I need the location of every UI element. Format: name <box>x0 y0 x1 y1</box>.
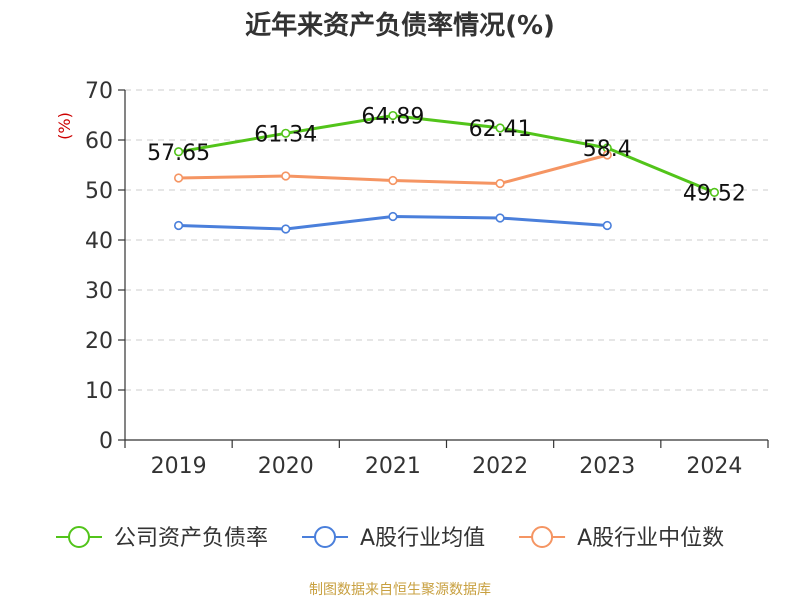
legend-marker <box>314 526 337 548</box>
legend-item[interactable]: A股行业均值 <box>302 526 485 551</box>
data-label: 64.89 <box>361 105 424 130</box>
data-label: 62.41 <box>469 117 532 142</box>
data-point[interactable] <box>495 178 505 189</box>
data-point[interactable] <box>281 224 291 234</box>
legend-label: A股行业均值 <box>360 526 485 551</box>
data-label: 57.65 <box>147 141 210 166</box>
data-point[interactable] <box>388 175 398 186</box>
data-label: 58.4 <box>583 137 632 162</box>
legend-marker <box>68 526 90 548</box>
legend-item[interactable]: 公司资产负债率 <box>56 526 268 551</box>
x-tick-label: 2022 <box>472 454 528 479</box>
legend-label: A股行业中位数 <box>577 526 724 551</box>
y-tick-label: 70 <box>85 79 113 104</box>
source-note: 制图数据来自恒生聚源数据库 <box>309 582 491 598</box>
grid-lines <box>125 89 768 391</box>
chart-title: 近年来资产负债率情况(%) <box>245 10 555 41</box>
data-point[interactable] <box>602 150 612 160</box>
y-tick-label: 50 <box>85 179 113 204</box>
data-labels: 57.65 61.34 64.89 62.41 58.4 49.52 <box>147 105 746 207</box>
y-tick-label: 30 <box>85 279 113 304</box>
data-point[interactable] <box>173 220 184 231</box>
legend-label: 公司资产负债率 <box>114 526 268 551</box>
x-tick-label: 2019 <box>151 454 207 479</box>
data-point[interactable] <box>173 173 184 183</box>
axes: 0 10 20 30 40 50 60 70 2019 2020 2021 2022 2023 2024 <box>85 79 769 479</box>
y-tick-label: 60 <box>85 129 113 154</box>
data-label: 49.52 <box>683 181 746 206</box>
series-lines <box>173 110 720 234</box>
data-point[interactable] <box>602 220 612 231</box>
y-axis-unit: (%) <box>55 112 74 140</box>
data-label: 61.34 <box>254 122 317 147</box>
legend[interactable]: 公司资产负债率 A股行业均值 A股行业中位数 <box>56 526 724 551</box>
data-point[interactable] <box>281 128 291 138</box>
data-point[interactable] <box>388 211 398 222</box>
x-tick-label: 2021 <box>365 454 421 479</box>
x-tick-label: 2020 <box>258 454 314 479</box>
y-tick-label: 20 <box>85 329 113 354</box>
x-tick-label: 2024 <box>686 454 742 479</box>
data-point[interactable] <box>388 110 398 121</box>
data-point[interactable] <box>709 187 720 197</box>
data-point[interactable] <box>495 123 505 133</box>
legend-item[interactable]: A股行业中位数 <box>519 526 724 551</box>
legend-marker <box>531 526 554 548</box>
x-tick-label: 2023 <box>579 454 635 479</box>
y-tick-label: 40 <box>85 229 113 254</box>
y-tick-label: 10 <box>85 379 113 404</box>
data-point[interactable] <box>281 171 291 181</box>
data-point[interactable] <box>173 147 184 157</box>
series-line <box>178 114 715 194</box>
y-tick-label: 0 <box>99 429 113 454</box>
data-point[interactable] <box>495 213 505 223</box>
